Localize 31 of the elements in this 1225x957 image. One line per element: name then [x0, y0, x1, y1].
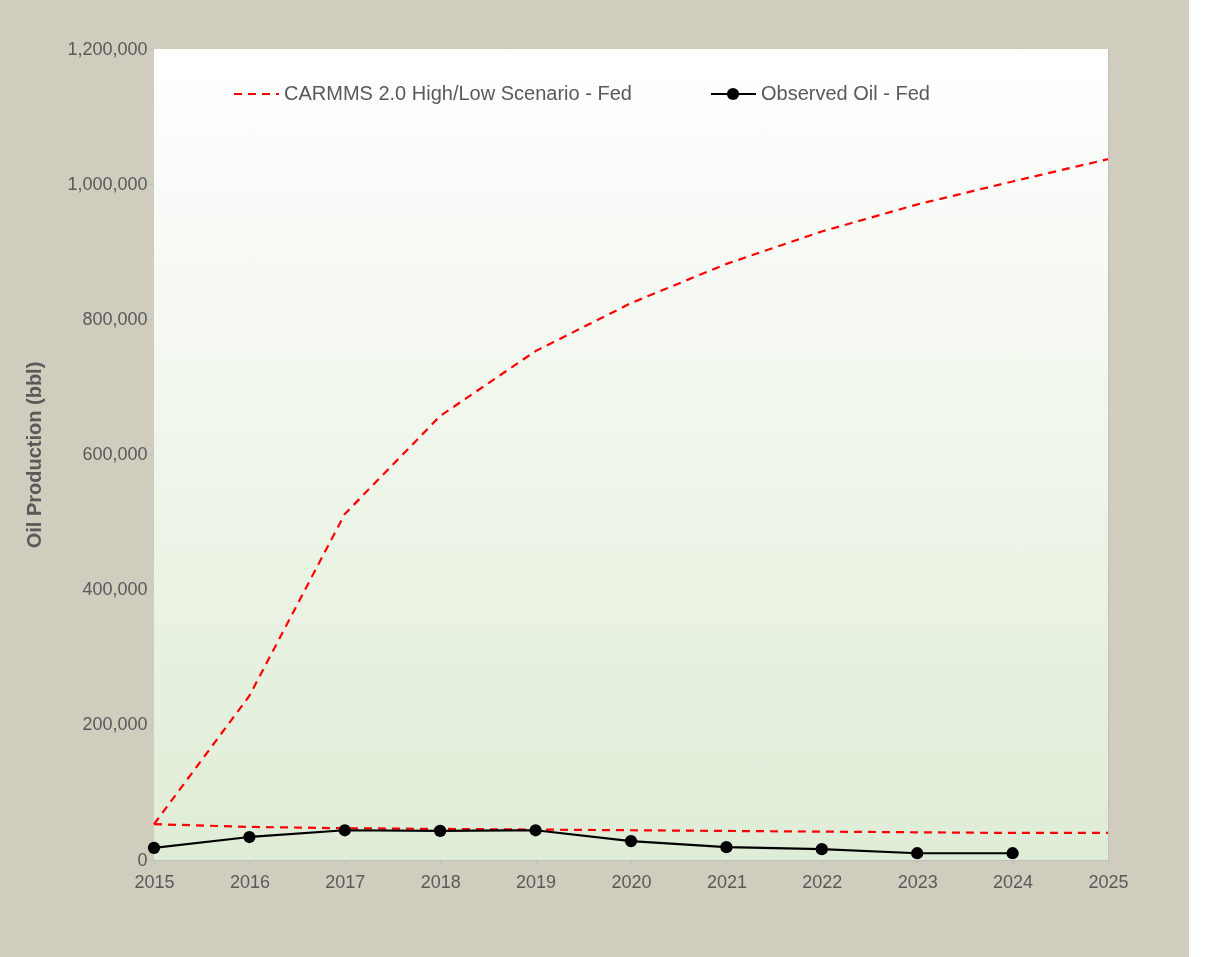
x-tick-label: 2023: [897, 871, 938, 892]
y-tick-label: 800,000: [82, 308, 148, 329]
y-tick-label: 400,000: [82, 579, 148, 600]
point: [720, 841, 733, 854]
point: [434, 824, 447, 838]
y-axis-title: Oil Production (bbl): [23, 361, 46, 549]
point: [624, 834, 638, 848]
x-tick-label: 2025: [1088, 871, 1129, 892]
point: [147, 841, 161, 854]
legend-label: Observed Oil - Fed: [761, 82, 930, 104]
point: [911, 847, 924, 860]
x-tick-label: 2018: [420, 871, 461, 892]
x-tick-label: 2020: [611, 871, 652, 892]
point: [243, 830, 256, 844]
x-tick-label: 2024: [993, 871, 1034, 892]
x-tick-label: 2021: [706, 871, 747, 892]
x-tick-label: 2017: [325, 871, 366, 892]
point: [1006, 847, 1019, 860]
x-tick-label: 2022: [802, 871, 843, 892]
point: [529, 824, 542, 837]
y-tick-label: 200,000: [82, 714, 148, 735]
y-tick-label: 0: [137, 849, 148, 870]
y-tick-label: 1,000,000: [67, 173, 148, 194]
legend-label: CARMMS 2.0 High/Low Scenario - Fed: [284, 82, 632, 104]
y-tick-label: 1,200,000: [67, 38, 148, 59]
y-tick-label: 600,000: [82, 444, 148, 464]
x-tick-label: 2015: [134, 871, 175, 892]
point: [815, 843, 828, 856]
x-tick-label: 2016: [229, 871, 270, 892]
x-tick-label: 2019: [516, 871, 557, 892]
point: [338, 824, 351, 837]
